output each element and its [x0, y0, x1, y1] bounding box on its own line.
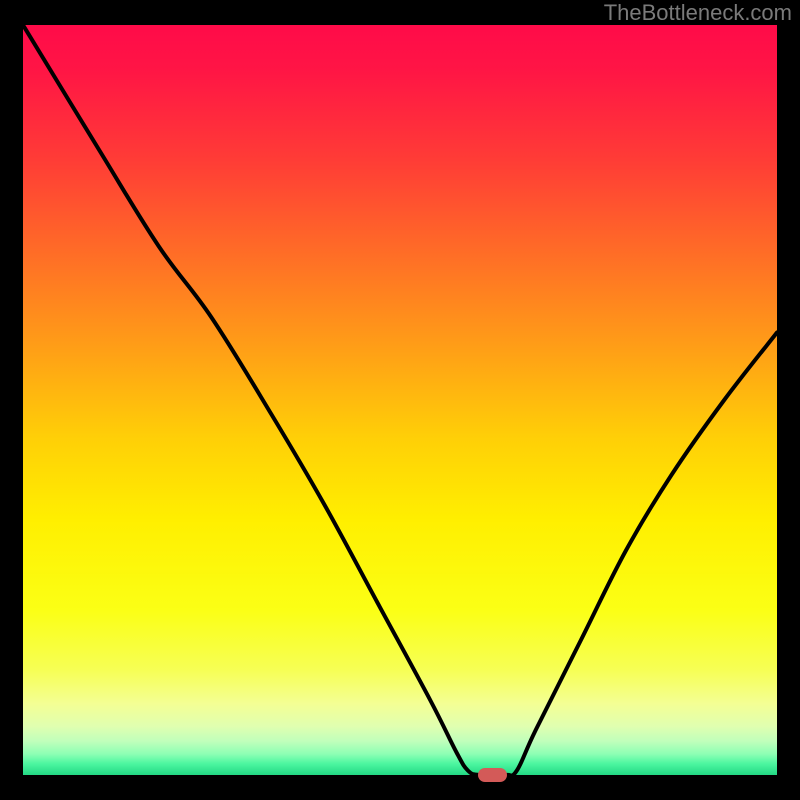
min-marker	[478, 768, 507, 782]
plot-area	[23, 25, 777, 775]
stage: TheBottleneck.com	[0, 0, 800, 800]
watermark-text: TheBottleneck.com	[604, 0, 792, 26]
bottleneck-curve	[23, 25, 777, 775]
